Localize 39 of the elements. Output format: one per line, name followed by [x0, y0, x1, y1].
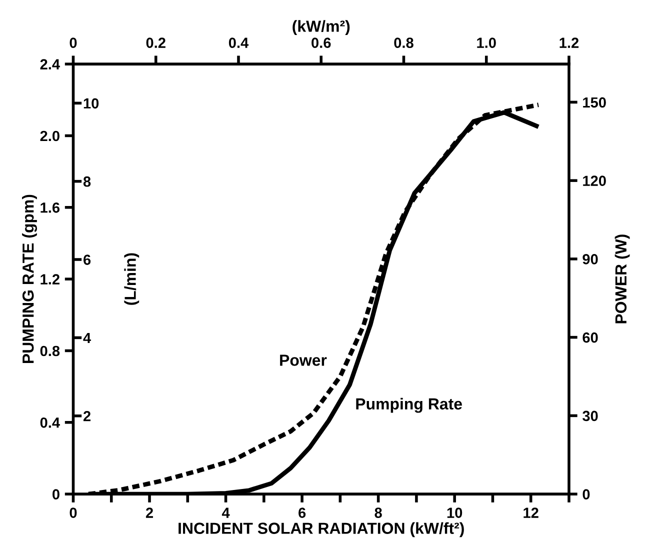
y-tick-label: 2.0 — [40, 130, 60, 142]
y-tick-label: 0.4 — [40, 417, 60, 428]
y3-tick-label: 6 — [84, 254, 91, 265]
x2-tick-label: 0.8 — [394, 38, 414, 48]
y-tick-label: 0 — [52, 489, 60, 500]
x2-tick-label: 0 — [70, 38, 77, 48]
series-label: Power — [280, 354, 327, 366]
x-tick-label: 0 — [70, 508, 77, 518]
y2-tick-label: 90 — [582, 254, 598, 264]
y3-tick-label: 10 — [84, 98, 99, 109]
y2-axis-title: POWER (W) — [614, 234, 630, 324]
x-tick-label: 4 — [222, 508, 230, 518]
x-tick-label: 6 — [298, 508, 306, 518]
x-tick-label: 2 — [146, 508, 153, 518]
y-tick-label: 0.8 — [40, 346, 60, 356]
y3-tick-label: 4 — [83, 332, 91, 343]
x2-tick-label: 1.0 — [477, 38, 496, 48]
y3-axis-title: (L/min) — [124, 253, 140, 305]
x2-tick-label: 0.4 — [228, 38, 249, 48]
y-tick-label: 1.2 — [40, 274, 60, 284]
x2-axis-title: (kW/m²) — [292, 20, 350, 36]
y3-tick-label: 8 — [83, 176, 91, 187]
x-tick-label: 8 — [374, 508, 382, 518]
y2-tick-label: 60 — [582, 332, 598, 343]
x-axis-title: INCIDENT SOLAR RADIATION (kW/ft²) — [178, 522, 464, 538]
series-label: Pumping Rate — [356, 398, 462, 413]
x2-tick-label: 1.2 — [560, 38, 579, 48]
x-tick-label: 10 — [447, 508, 462, 518]
y2-tick-label: 30 — [582, 410, 598, 422]
y2-tick-label: 150 — [583, 97, 606, 108]
y-axis-title: PUMPING RATE (gpm) — [22, 194, 38, 364]
y3-tick-label: 2 — [83, 410, 90, 422]
x-tick-label: 12 — [524, 508, 538, 518]
y-tick-label: 2.4 — [40, 59, 60, 70]
y-tick-label: 1.6 — [40, 202, 60, 213]
x2-tick-label: 0.2 — [146, 38, 166, 48]
x2-tick-label: 0.6 — [312, 38, 331, 48]
y2-tick-label: 0 — [582, 489, 590, 500]
y2-tick-label: 120 — [583, 176, 606, 186]
